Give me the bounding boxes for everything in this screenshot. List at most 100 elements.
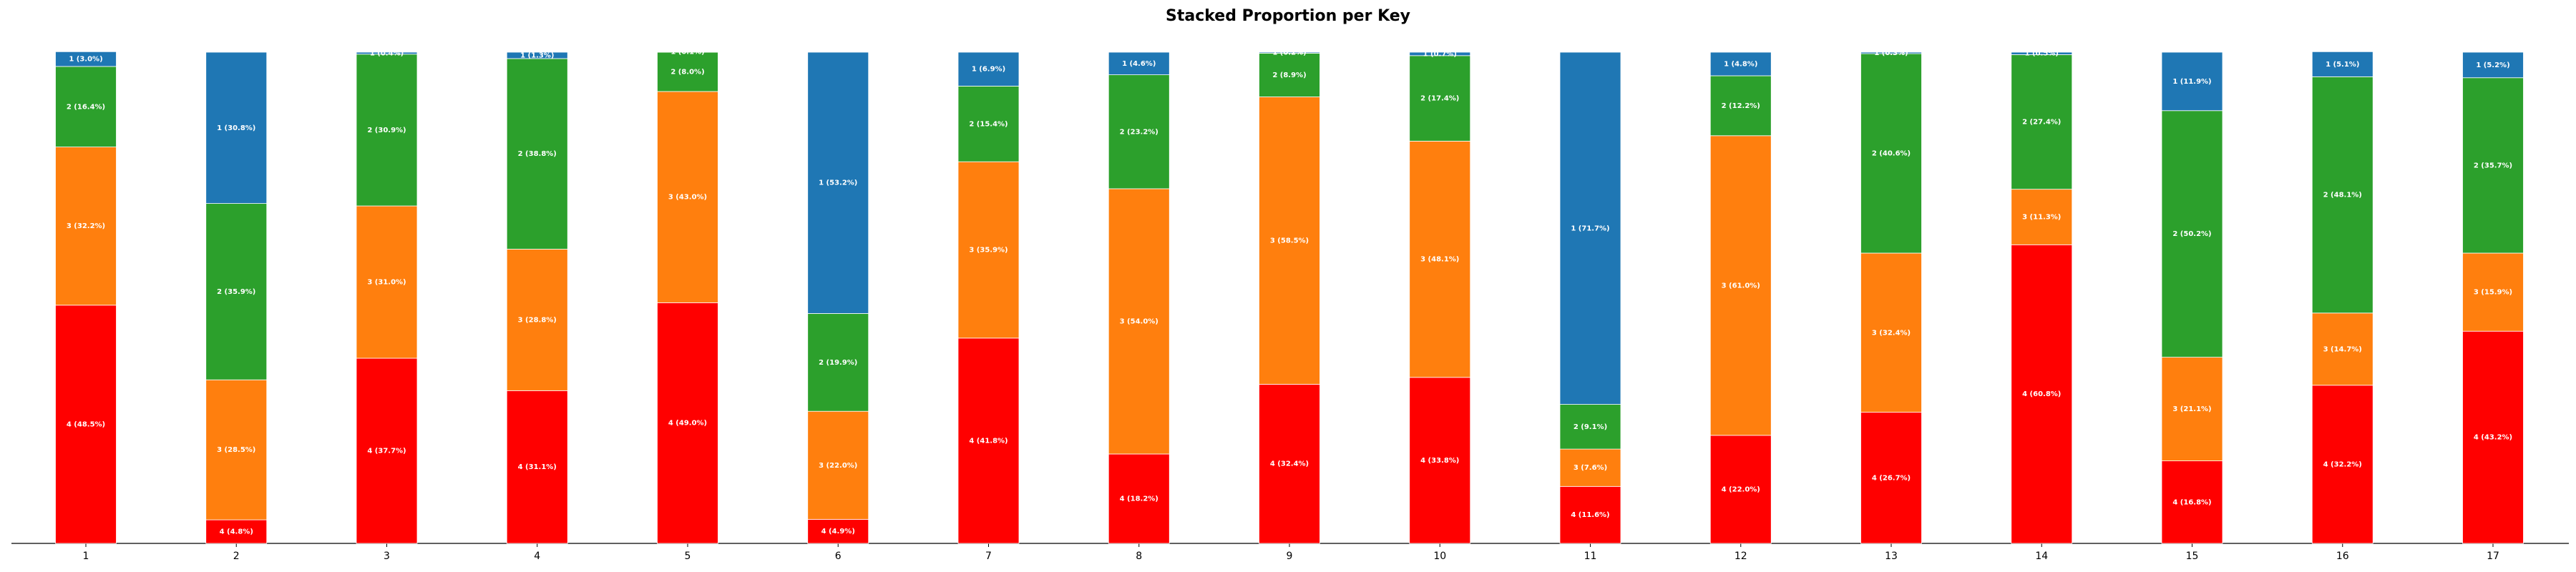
segment-label: 1 (71.7%) (1571, 225, 1609, 232)
bar-segment (1860, 53, 1922, 254)
segment-label: 3 (48.1%) (1420, 256, 1459, 264)
segment-label: 2 (8.0%) (670, 68, 704, 76)
segment-label: 1 (4.8%) (1724, 60, 1757, 68)
bar-segment (1409, 140, 1471, 378)
segment-label: 1 (0.2%) (1272, 49, 1306, 57)
segment-label: 4 (41.8%) (969, 437, 1008, 445)
segment-label: 1 (0.7%) (1423, 50, 1457, 58)
bar-segment (657, 51, 718, 92)
segment-label: 2 (17.4%) (1420, 95, 1459, 103)
bar-segment (1108, 74, 1170, 189)
chart-title: Stacked Proportion per Key (1166, 7, 1410, 25)
bar-segment (2011, 51, 2073, 55)
bar-segment (807, 410, 869, 520)
segment-label: 3 (15.9%) (2474, 289, 2512, 297)
segment-label: 4 (43.2%) (2474, 434, 2512, 442)
segment-label: 2 (12.2%) (1722, 102, 1760, 110)
bar-segment (1409, 55, 1471, 142)
bar-segment (506, 390, 568, 544)
bar-segment (1860, 412, 1922, 544)
segment-label: 3 (21.1%) (2172, 405, 2211, 413)
bar-segment (2011, 244, 2073, 544)
bar-segment (2311, 312, 2373, 386)
x-tick-label: 9 (1287, 551, 1293, 562)
bar-segment (2161, 460, 2223, 544)
segment-label: 2 (9.1%) (1574, 423, 1607, 431)
x-tick-label: 7 (985, 551, 992, 562)
segment-label: 4 (60.8%) (2022, 390, 2061, 398)
segment-label: 3 (32.4%) (1872, 329, 1911, 337)
segment-label: 4 (22.0%) (1722, 485, 1760, 493)
segment-label: 2 (16.4%) (67, 103, 105, 111)
segment-label: 4 (33.8%) (1420, 457, 1459, 465)
bar-segment (1259, 97, 1320, 385)
bar-segment (957, 161, 1020, 339)
segment-label: 1 (5.2%) (2476, 61, 2509, 69)
segment-label: 3 (31.0%) (367, 279, 406, 287)
segment-label: 1 (0.5%) (2025, 50, 2059, 58)
bar-segment (356, 54, 418, 207)
bar-segment (1709, 435, 1772, 544)
segment-label: 4 (26.7%) (1872, 474, 1911, 482)
x-tick-label: 6 (835, 551, 841, 562)
segment-label: 2 (35.7%) (2474, 162, 2512, 169)
bar-segment (506, 58, 568, 250)
bar-segment (807, 313, 869, 412)
x-tick-label: 4 (534, 551, 540, 562)
segment-label: 1 (53.2%) (819, 179, 857, 187)
segment-label: 1 (3.0%) (69, 56, 102, 64)
segment-label: 2 (50.2%) (2172, 230, 2211, 238)
bar-segment (807, 518, 869, 544)
bar-segment (957, 51, 1020, 87)
segment-label: 3 (61.0%) (1722, 282, 1760, 290)
bar-segment (2311, 385, 2373, 544)
segment-label: 4 (48.5%) (67, 420, 105, 428)
bar-segment (2462, 77, 2524, 254)
bar-segment (957, 337, 1020, 544)
bar-segment (1259, 384, 1320, 544)
bar-segment (657, 91, 718, 303)
segment-label: 4 (37.7%) (367, 448, 406, 455)
bar-segment (1860, 252, 1922, 413)
segment-label: 2 (27.4%) (2022, 119, 2061, 127)
bar-segment (2462, 330, 2524, 544)
segment-label: 3 (54.0%) (1120, 317, 1158, 325)
bar-segment (1559, 448, 1621, 487)
segment-label: 1 (4.6%) (1122, 60, 1156, 68)
segment-label: 2 (38.8%) (518, 150, 557, 158)
segment-label: 2 (23.2%) (1120, 128, 1158, 136)
segment-label: 4 (18.2%) (1120, 495, 1158, 503)
x-tick-label: 12 (1735, 551, 1747, 562)
bar-segment (356, 205, 418, 359)
segment-label: 2 (35.9%) (217, 288, 255, 296)
segment-label: 1 (6.9%) (972, 66, 1005, 74)
segment-label: 3 (28.8%) (518, 316, 557, 324)
x-tick-label: 14 (2035, 551, 2048, 562)
x-tick-label: 13 (1885, 551, 1898, 562)
segment-label: 2 (40.6%) (1872, 150, 1911, 158)
x-tick-label: 11 (1584, 551, 1597, 562)
segment-label: 4 (49.0%) (668, 420, 707, 428)
bar-segment (2161, 51, 2223, 112)
bar-segment (205, 379, 268, 521)
bar-segment (1559, 485, 1621, 544)
x-tick-label: 15 (2186, 551, 2199, 562)
segment-label: 2 (8.9%) (1272, 72, 1306, 79)
segment-label: 4 (31.1%) (518, 463, 557, 471)
segment-label: 3 (58.5%) (1270, 237, 1309, 245)
bar-segment (55, 51, 117, 67)
bar-segment (506, 51, 568, 59)
bar-segment (55, 66, 117, 147)
x-tick-label: 5 (685, 551, 691, 562)
segment-label: 3 (35.9%) (969, 247, 1008, 255)
segment-label: 4 (32.2%) (2323, 460, 2362, 468)
x-tick-label: 10 (1433, 551, 1446, 562)
x-tick-label: 17 (2487, 551, 2499, 562)
bar-segment (807, 51, 869, 314)
segment-label: 3 (11.3%) (2022, 213, 2061, 221)
segment-label: 4 (4.8%) (220, 528, 253, 536)
bar-segment (1559, 51, 1621, 405)
segment-label: 4 (11.6%) (1571, 511, 1609, 519)
x-tick-label: 1 (83, 551, 89, 562)
